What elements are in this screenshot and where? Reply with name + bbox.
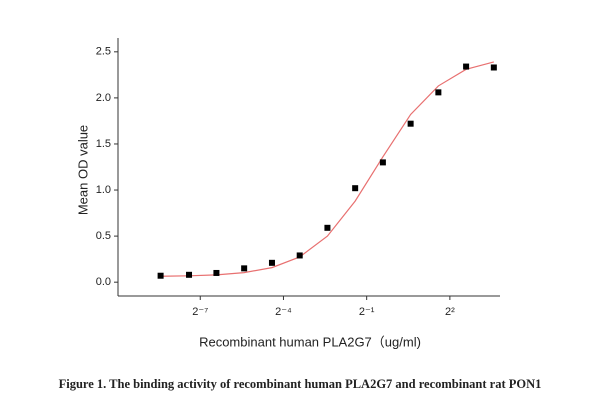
x-axis-label: Recombinant human PLA2G7（ug/ml) [199,334,421,349]
data-point [268,259,275,266]
data-point [186,271,193,278]
fit-curve [160,61,494,277]
data-point [379,159,386,166]
y-tick-label: 1.0 [96,184,111,196]
x-tick-label: 2⁻⁷ [192,306,208,318]
y-tick-label: 0.5 [96,230,111,242]
x-tick-label: 2⁻⁴ [275,306,292,318]
y-axis-label: Mean OD value [75,125,90,215]
data-point [296,252,303,259]
y-tick-label: 1.5 [96,138,111,150]
data-point [352,185,359,192]
caption: Figure 1. The binding activity of recomb… [59,377,542,391]
y-tick-label: 0.0 [96,276,111,288]
data-point [407,120,414,127]
y-tick-label: 2.0 [96,92,111,104]
data-point [241,265,248,272]
data-point [463,63,470,70]
data-point [490,64,497,71]
y-tick-label: 2.5 [96,46,111,58]
data-point [213,269,220,276]
data-point [157,272,164,279]
x-tick-label: 2⁻¹ [359,306,375,318]
x-tick-label: 2² [445,306,455,318]
data-point [324,224,331,231]
data-point [435,89,442,96]
